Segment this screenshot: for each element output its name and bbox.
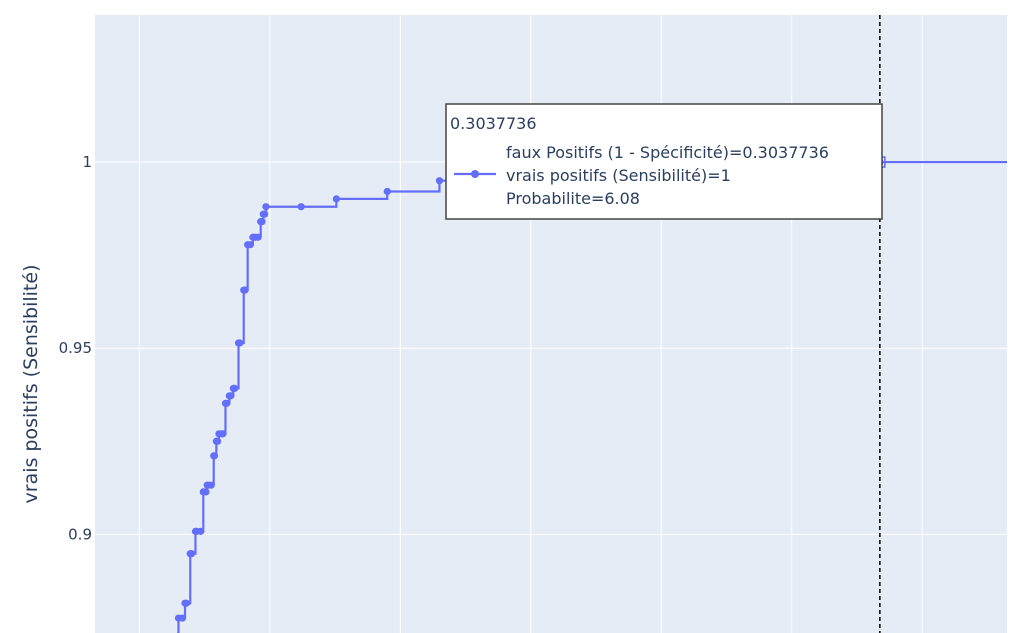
hover-tooltip-y-value: vrais positifs (Sensibilité)=1 <box>506 166 731 185</box>
y-tick-label-2: 1 <box>82 153 92 171</box>
roc-point-2[interactable] <box>178 614 187 622</box>
roc-point-23[interactable] <box>223 399 231 407</box>
roc-point-16[interactable] <box>210 452 219 460</box>
roc-point-29[interactable] <box>236 339 244 347</box>
y-axis-title: vrais positifs (Sensibilité) <box>20 265 42 504</box>
roc-point-27[interactable] <box>231 384 239 393</box>
hover-tooltip-box <box>445 103 883 220</box>
hover-tooltip: 0.3037736 faux Positifs (1 - Spécificité… <box>445 103 883 220</box>
y-tick-label-1: 0.95 <box>59 339 92 357</box>
roc-point-40[interactable] <box>261 210 269 218</box>
y-tick-label-0: 0.9 <box>68 525 92 543</box>
hover-tooltip-x-value: faux Positifs (1 - Spécificité)=0.303773… <box>506 143 829 162</box>
roc-point-42[interactable] <box>297 203 305 211</box>
roc-point-45[interactable] <box>435 177 444 185</box>
hover-tooltip-probability: Probabilite=6.08 <box>506 189 640 208</box>
roc-point-9[interactable] <box>197 527 205 535</box>
roc-point-18[interactable] <box>214 437 222 445</box>
roc-point-33[interactable] <box>246 241 254 249</box>
roc-point-4[interactable] <box>182 599 190 607</box>
roc-point-25[interactable] <box>227 392 235 400</box>
hover-tooltip-header: 0.3037736 <box>450 114 537 133</box>
roc-point-14[interactable] <box>207 481 215 489</box>
roc-point-6[interactable] <box>187 550 196 558</box>
roc-point-38[interactable] <box>258 218 266 226</box>
roc-point-11[interactable] <box>202 488 210 496</box>
roc-point-21[interactable] <box>219 430 227 438</box>
roc-point-41[interactable] <box>262 203 270 211</box>
hover-legend-marker <box>471 170 479 178</box>
roc-point-36[interactable] <box>254 233 262 241</box>
roc-point-43[interactable] <box>332 195 340 203</box>
roc-point-31[interactable] <box>241 286 249 294</box>
roc-point-44[interactable] <box>383 187 391 196</box>
y-tick-labels: 0.9 0.95 1 <box>59 153 92 543</box>
